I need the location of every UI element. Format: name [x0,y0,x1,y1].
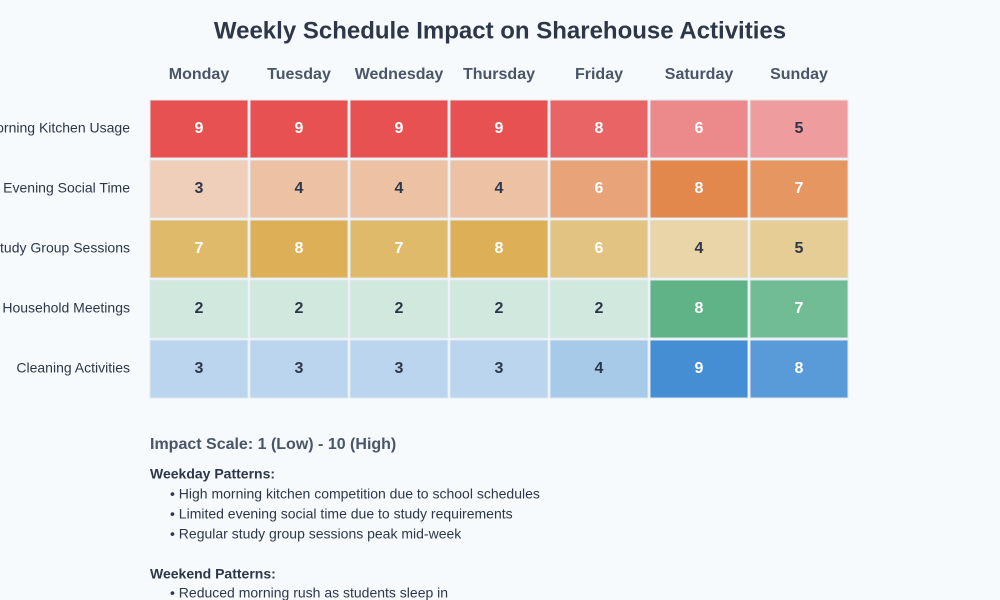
cell-label: 8 [695,300,704,317]
heatmap-cell [749,339,849,399]
heatmap-cell [249,159,349,219]
heatmap-cell [649,99,749,159]
column-label: Thursday [463,66,535,83]
heatmap-cell [149,99,249,159]
column-label: Saturday [665,66,734,83]
heatmap-cell [549,219,649,279]
cell-label: 8 [495,240,504,257]
cell-label: 6 [695,120,704,137]
cell-label: 3 [195,360,204,377]
cell-label: 9 [495,120,504,137]
cell-label: 4 [595,360,604,377]
heatmap-cell [449,279,549,339]
cell-label: 3 [195,180,204,197]
cell-label: 8 [595,120,604,137]
cell-label: 6 [595,240,604,257]
column-label: Monday [169,66,230,83]
row-label: Morning Kitchen Usage [0,120,130,136]
cell-label: 3 [395,360,404,377]
note-item: • High morning kitchen competition due t… [170,486,540,502]
chart-title: Weekly Schedule Impact on Sharehouse Act… [214,17,786,44]
heatmap-cell [549,159,649,219]
heatmap-cell [649,159,749,219]
cell-label: 2 [295,300,304,317]
cell-label: 4 [395,180,404,197]
cell-label: 3 [295,360,304,377]
notes-heading: Weekday Patterns: [150,466,275,482]
heatmap-cell [549,339,649,399]
cell-label: 5 [795,240,804,257]
heatmap-cell [649,219,749,279]
heatmap-cell [149,279,249,339]
heatmap-cell [449,159,549,219]
cell-label: 8 [695,180,704,197]
cell-label: 7 [195,240,204,257]
heatmap-cell [149,159,249,219]
cell-label: 8 [795,360,804,377]
cell-label: 4 [295,180,304,197]
heatmap-cell [349,339,449,399]
column-label: Wednesday [355,66,444,83]
cell-label: 2 [195,300,204,317]
row-label: Household Meetings [2,300,130,316]
row-label: Evening Social Time [3,180,130,196]
scale-note: Impact Scale: 1 (Low) - 10 (High) [150,436,396,453]
heatmap-cell [549,99,649,159]
cell-label: 9 [695,360,704,377]
column-label: Sunday [770,66,828,83]
note-item: • Reduced morning rush as students sleep… [170,585,448,600]
cell-label: 9 [395,120,404,137]
heatmap-cell [249,219,349,279]
cell-label: 2 [495,300,504,317]
cell-label: 8 [295,240,304,257]
heatmap-cell [149,339,249,399]
cell-label: 7 [395,240,404,257]
cell-label: 5 [795,120,804,137]
heatmap-cell [549,279,649,339]
note-item: • Limited evening social time due to stu… [170,506,513,522]
column-label: Friday [575,66,623,83]
notes-heading: Weekend Patterns: [150,566,276,582]
cell-label: 6 [595,180,604,197]
row-label: Cleaning Activities [16,360,130,376]
cell-label: 9 [195,120,204,137]
heatmap-cell [249,279,349,339]
cell-label: 4 [695,240,704,257]
cell-label: 7 [795,180,804,197]
heatmap-cell [349,99,449,159]
cell-label: 2 [395,300,404,317]
heatmap-cell [649,339,749,399]
heatmap-cell [249,339,349,399]
cell-label: 4 [495,180,504,197]
cell-label: 7 [795,300,804,317]
heatmap-cell [449,219,549,279]
heatmap-cell [749,159,849,219]
heatmap-cell [249,99,349,159]
heatmap-cell [149,219,249,279]
heatmap-cell [749,279,849,339]
heatmap-cell [349,159,449,219]
heatmap-cell [449,99,549,159]
heatmap-cell [749,99,849,159]
cell-label: 2 [595,300,604,317]
heatmap-cell [349,219,449,279]
note-item: • Regular study group sessions peak mid-… [170,526,462,542]
cell-label: 9 [295,120,304,137]
heatmap-cell [749,219,849,279]
heatmap-cell [449,339,549,399]
heatmap-cell [349,279,449,339]
row-label: Study Group Sessions [0,240,130,256]
heatmap-cell [649,279,749,339]
column-label: Tuesday [267,66,331,83]
cell-label: 3 [495,360,504,377]
